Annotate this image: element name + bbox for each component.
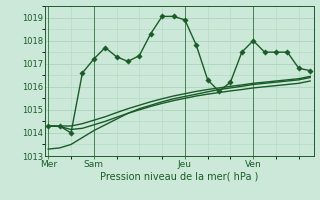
X-axis label: Pression niveau de la mer( hPa ): Pression niveau de la mer( hPa ): [100, 172, 258, 182]
